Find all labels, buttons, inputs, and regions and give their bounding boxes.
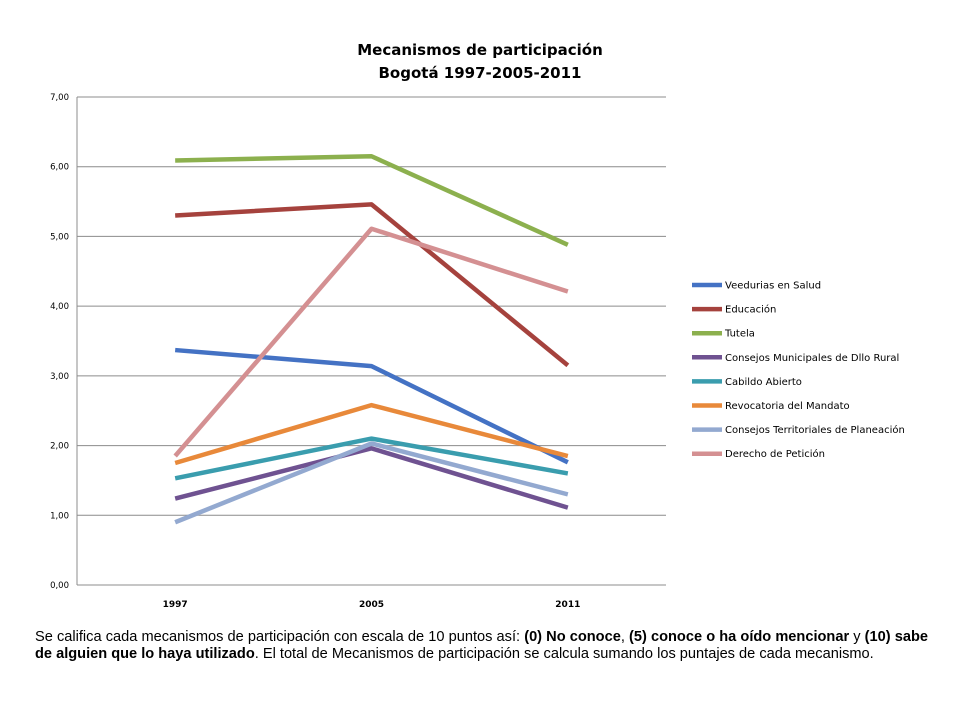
legend: Veedurias en Salud Educación Tutela Consejo… (692, 281, 905, 460)
y-tick-label: 6,00 (50, 163, 69, 173)
note-bold-1: (0) No conoce (524, 629, 621, 645)
legend-label: Consejos Municipales de Dllo Rural (725, 353, 899, 364)
y-tick-label: 0,00 (50, 581, 69, 591)
x-tick-label: 1997 (163, 600, 188, 610)
note-text-3: y (849, 629, 865, 645)
series-line-7 (174, 441, 569, 525)
legend-label: Tutela (724, 329, 755, 340)
legend-label: Derecho de Petición (725, 448, 825, 460)
series-line-1 (174, 347, 569, 465)
legend-label: Consejos Territoriales de Planeación (725, 424, 905, 436)
line-chart: Mecanismos de participación Bogotá 1997-… (50, 41, 905, 610)
legend-label: Cabildo Abierto (725, 377, 802, 388)
footnote: Se califica cada mecanismos de participa… (35, 629, 928, 663)
gridlines (76, 96, 666, 586)
note-text-4: . El total de Mecanismos de participació… (254, 646, 874, 662)
y-tick-label: 2,00 (50, 442, 69, 452)
series-line-6 (174, 402, 569, 466)
series-line-4 (174, 446, 569, 510)
legend-label: Educación (725, 304, 776, 316)
x-axis-ticks: 1997 2005 2011 (163, 600, 581, 610)
series-line-5 (174, 436, 569, 481)
y-axis-ticks: 0,00 1,00 2,00 3,00 4,00 5,00 6,00 7,00 (50, 93, 69, 591)
note-bold-2: (5) conoce o ha oído mencionar (629, 629, 850, 645)
chart-title: Mecanismos de participación (357, 41, 603, 59)
y-tick-label: 5,00 (50, 232, 69, 242)
series-line-3 (175, 154, 569, 247)
series-lines (173, 154, 570, 525)
note-text-1: Se califica cada mecanismos de participa… (35, 629, 525, 645)
x-tick-label: 2005 (359, 600, 384, 610)
y-tick-label: 7,00 (50, 93, 69, 103)
y-tick-label: 1,00 (50, 511, 69, 521)
legend-label: Revocatoria del Mandato (725, 401, 850, 412)
legend-label: Veedurias en Salud (725, 281, 821, 292)
y-tick-label: 4,00 (50, 302, 69, 312)
x-tick-label: 2011 (555, 600, 580, 610)
note-bold-3: (10) sabe de alguien que lo haya utiliza… (35, 629, 929, 662)
series-line-8 (173, 226, 569, 458)
y-tick-label: 3,00 (50, 372, 69, 382)
note-text-2: , (620, 629, 630, 645)
chart-subtitle: Bogotá 1997-2005-2011 (379, 64, 582, 82)
series-line-2 (175, 202, 570, 368)
